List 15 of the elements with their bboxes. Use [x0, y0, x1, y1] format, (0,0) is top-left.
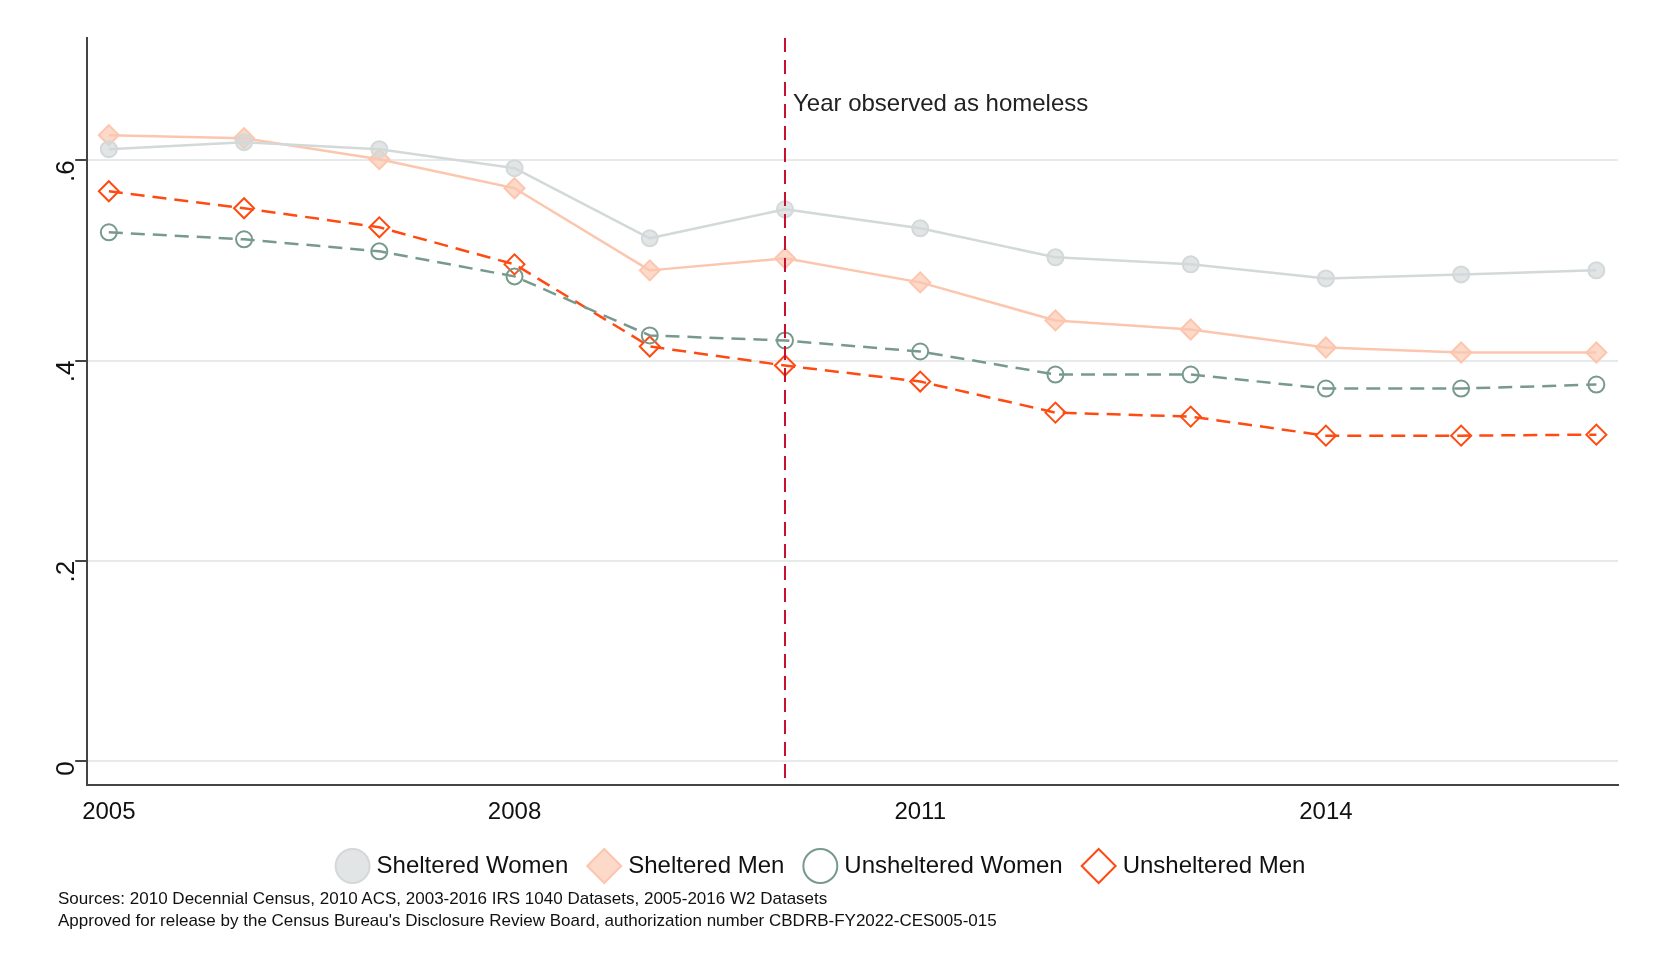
- legend-label: Sheltered Men: [628, 850, 785, 878]
- x-tick-label: 2014: [1299, 797, 1353, 825]
- y-tick-label: .6: [50, 160, 81, 182]
- y-tick-label: 0: [50, 761, 81, 776]
- legend-label: Sheltered Women: [376, 850, 569, 878]
- x-tick-label: 2008: [487, 797, 542, 825]
- text: Approved for release by the Census Bureau's Disclosure Review Board, authorization number CBDRB-FY2022-CES005-015: [58, 910, 998, 932]
- source-note: Sources: 2010 Decennial Census, 2010 ACS, 2003-2016 IRS 1040 Datasets, 2005-2016 W2 Datasets: [58, 888, 829, 910]
- y-tick-label: .4: [50, 360, 81, 383]
- x-tick-label: 2005: [82, 797, 136, 825]
- ref-line-label: Year observed as homeless: [792, 88, 1089, 116]
- legend-label: Unsheltered Men: [1122, 850, 1306, 878]
- x-tick-label: 2011: [894, 797, 947, 825]
- legend-label: Unsheltered Women: [844, 850, 1063, 878]
- y-tick-label: .2: [50, 560, 81, 583]
